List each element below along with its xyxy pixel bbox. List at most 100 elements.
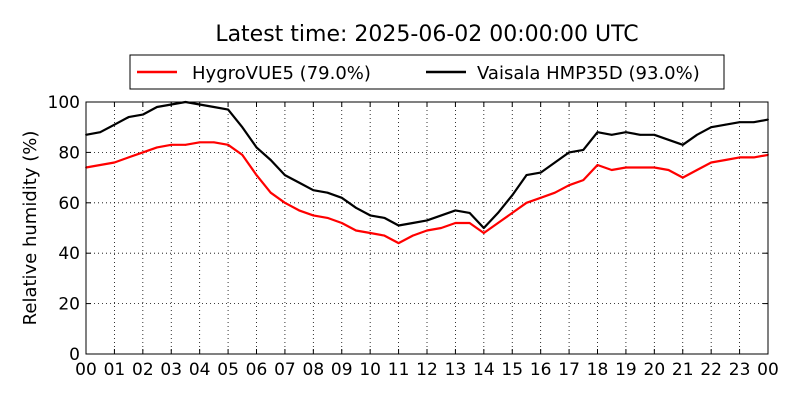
x-tick-label: 05 — [217, 360, 239, 380]
data-point-vaisala — [724, 123, 727, 126]
x-tick-label: 04 — [189, 360, 211, 380]
data-point-vaisala — [312, 189, 315, 192]
data-point-hygrovue5 — [511, 211, 514, 214]
y-axis-label: Relative humidity (%) — [20, 131, 41, 326]
data-point-vaisala — [411, 222, 414, 224]
data-point-vaisala — [99, 131, 102, 134]
data-point-vaisala — [355, 206, 357, 209]
y-tick-label: 20 — [58, 295, 80, 315]
data-point-hygrovue5 — [269, 191, 272, 194]
data-point-hygrovue5 — [525, 201, 528, 204]
x-tick-label: 12 — [416, 360, 438, 380]
data-point-vaisala — [738, 121, 741, 124]
data-point-vaisala — [113, 123, 116, 126]
data-point-vaisala — [525, 174, 528, 176]
data-point-hygrovue5 — [454, 222, 457, 224]
data-point-hygrovue5 — [653, 166, 656, 169]
chart-title: Latest time: 2025-06-02 00:00:00 UTC — [215, 22, 638, 47]
data-point-hygrovue5 — [241, 154, 244, 156]
x-tick-label: 22 — [700, 360, 722, 380]
data-point-hygrovue5 — [284, 201, 286, 204]
data-point-vaisala — [369, 214, 372, 217]
grid-lines — [86, 102, 768, 354]
data-point-hygrovue5 — [298, 209, 301, 212]
data-point-vaisala — [497, 211, 499, 214]
x-tick-label: 08 — [303, 360, 325, 380]
data-point-vaisala — [440, 214, 443, 217]
x-axis: 00 01 02 03 04 05 06 07 08 09 10 11 12 13 14 15 16 17 18 19… — [75, 102, 779, 380]
data-point-hygrovue5 — [440, 227, 443, 229]
data-point-hygrovue5 — [127, 156, 130, 159]
x-tick-label: 10 — [359, 360, 381, 380]
data-point-hygrovue5 — [468, 222, 471, 224]
y-tick-label: 60 — [58, 194, 80, 214]
data-point-hygrovue5 — [482, 232, 485, 234]
data-point-vaisala — [241, 126, 244, 129]
data-point-hygrovue5 — [411, 234, 414, 237]
data-point-vaisala — [255, 146, 258, 149]
data-point-vaisala — [468, 211, 471, 214]
data-point-vaisala — [227, 108, 229, 111]
data-point-hygrovue5 — [99, 164, 102, 166]
data-point-vaisala — [511, 194, 514, 197]
data-point-hygrovue5 — [170, 143, 173, 146]
data-point-hygrovue5 — [141, 151, 144, 154]
data-point-hygrovue5 — [710, 161, 713, 164]
data-point-hygrovue5 — [326, 217, 329, 219]
y-axis: 0 20 40 60 80 100 — [48, 93, 768, 365]
data-point-vaisala — [269, 159, 272, 161]
data-point-vaisala — [667, 138, 670, 141]
series-line-vaisala — [85, 100, 769, 230]
legend: HygroVUE5 (79.0%) Vaisala HMP35D (93.0%) — [129, 54, 725, 90]
data-point-hygrovue5 — [625, 166, 627, 169]
y-tick-label: 0 — [69, 345, 80, 365]
data-point-vaisala — [482, 227, 485, 229]
x-tick-label: 00 — [75, 360, 97, 380]
x-tick-label: 15 — [501, 360, 523, 380]
data-point-hygrovue5 — [383, 234, 386, 237]
y-tick-label: 40 — [58, 244, 80, 264]
data-point-vaisala — [710, 126, 713, 129]
data-point-hygrovue5 — [553, 191, 556, 194]
data-point-hygrovue5 — [681, 176, 684, 179]
data-point-vaisala — [397, 224, 400, 227]
x-tick-label: 09 — [331, 360, 353, 380]
x-tick-label: 18 — [587, 360, 609, 380]
data-point-hygrovue5 — [539, 196, 542, 199]
x-tick-label: 11 — [388, 360, 410, 380]
data-point-vaisala — [127, 116, 130, 119]
x-tick-label: 03 — [160, 360, 182, 380]
data-point-hygrovue5 — [255, 174, 258, 176]
x-tick-label: 16 — [530, 360, 552, 380]
data-point-hygrovue5 — [397, 242, 400, 245]
legend-label-hygrovue5: HygroVUE5 (79.0%) — [192, 63, 371, 84]
data-point-vaisala — [426, 219, 428, 222]
data-point-vaisala — [639, 133, 642, 136]
data-point-vaisala — [141, 113, 144, 116]
x-tick-label: 06 — [246, 360, 268, 380]
data-point-hygrovue5 — [696, 169, 698, 171]
data-point-hygrovue5 — [738, 156, 741, 159]
data-point-hygrovue5 — [497, 222, 499, 224]
x-tick-label: 21 — [672, 360, 694, 380]
x-tick-label: 00 — [757, 360, 779, 380]
data-point-vaisala — [383, 217, 386, 219]
data-point-hygrovue5 — [582, 179, 585, 182]
y-tick-label: 100 — [48, 93, 80, 113]
data-point-vaisala — [156, 106, 158, 108]
data-point-hygrovue5 — [340, 222, 343, 224]
data-point-vaisala — [539, 171, 542, 174]
data-point-hygrovue5 — [596, 164, 599, 166]
data-point-vaisala — [326, 191, 329, 194]
data-point-vaisala — [696, 133, 698, 136]
data-point-vaisala — [653, 133, 656, 136]
data-point-vaisala — [298, 181, 301, 184]
data-point-hygrovue5 — [752, 156, 755, 159]
x-tick-label: 01 — [104, 360, 126, 380]
data-point-hygrovue5 — [724, 159, 727, 161]
data-point-vaisala — [596, 131, 599, 134]
data-point-hygrovue5 — [610, 169, 613, 171]
data-point-vaisala — [340, 196, 343, 199]
data-point-hygrovue5 — [369, 232, 372, 234]
data-point-hygrovue5 — [198, 141, 201, 144]
